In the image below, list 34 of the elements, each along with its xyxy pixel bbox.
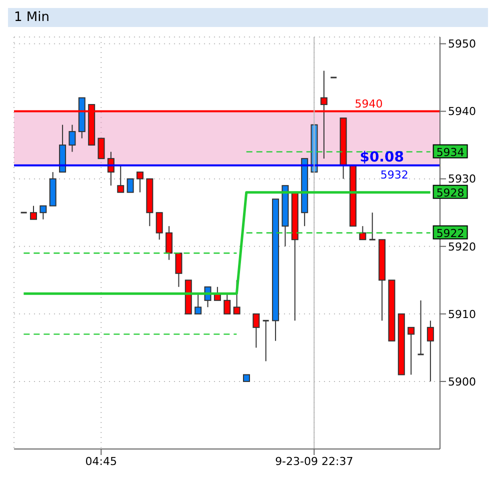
data-label: 5934	[436, 146, 464, 159]
candlestick	[417, 300, 425, 356]
data-label: 5922	[436, 226, 464, 240]
candlestick	[117, 164, 124, 193]
ref-line-label: 5932	[380, 168, 408, 182]
candlestick	[166, 226, 173, 260]
candlestick	[252, 313, 260, 348]
candlestick	[136, 172, 144, 193]
candlestick	[426, 320, 434, 382]
candlestick	[359, 226, 366, 240]
candlestick	[30, 205, 37, 220]
candlestick	[368, 212, 376, 240]
candlestick	[194, 293, 202, 314]
candlestick	[98, 138, 105, 160]
annotation: $0.08	[360, 149, 404, 166]
chart-title: 1 Min	[8, 8, 488, 27]
candlestick	[40, 205, 47, 220]
candlestick	[262, 320, 270, 362]
y-tick-label: 5920	[448, 240, 476, 254]
candlestick	[156, 212, 163, 240]
y-tick-label: 5950	[448, 38, 476, 51]
y-tick-label: 5900	[448, 375, 476, 388]
candlestick	[126, 178, 134, 193]
candlestick	[175, 252, 182, 288]
x-tick-label: 04:45	[85, 454, 117, 468]
candlestick	[224, 293, 231, 314]
y-tick-label: 5930	[448, 172, 476, 186]
data-label: 5928	[436, 186, 464, 200]
x-tick-label: 9-23-09 22:37	[275, 454, 354, 468]
ref-line-label: 5940	[354, 97, 383, 110]
candlestick	[68, 124, 76, 152]
y-tick-label: 5910	[448, 308, 476, 321]
y-tick-label: 5940	[448, 105, 476, 118]
candlestick	[408, 326, 415, 376]
